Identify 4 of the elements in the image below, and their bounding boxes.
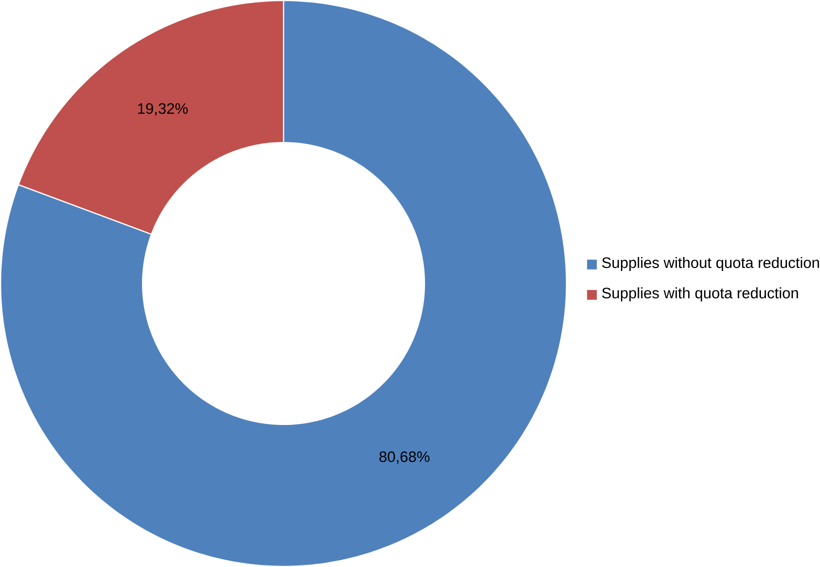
- data-label: 80,68%: [379, 451, 430, 464]
- data-label: 19,32%: [138, 103, 188, 116]
- legend-label: Supplies with quota reduction: [602, 287, 798, 302]
- legend-label: Supplies without quota reduction: [602, 256, 819, 272]
